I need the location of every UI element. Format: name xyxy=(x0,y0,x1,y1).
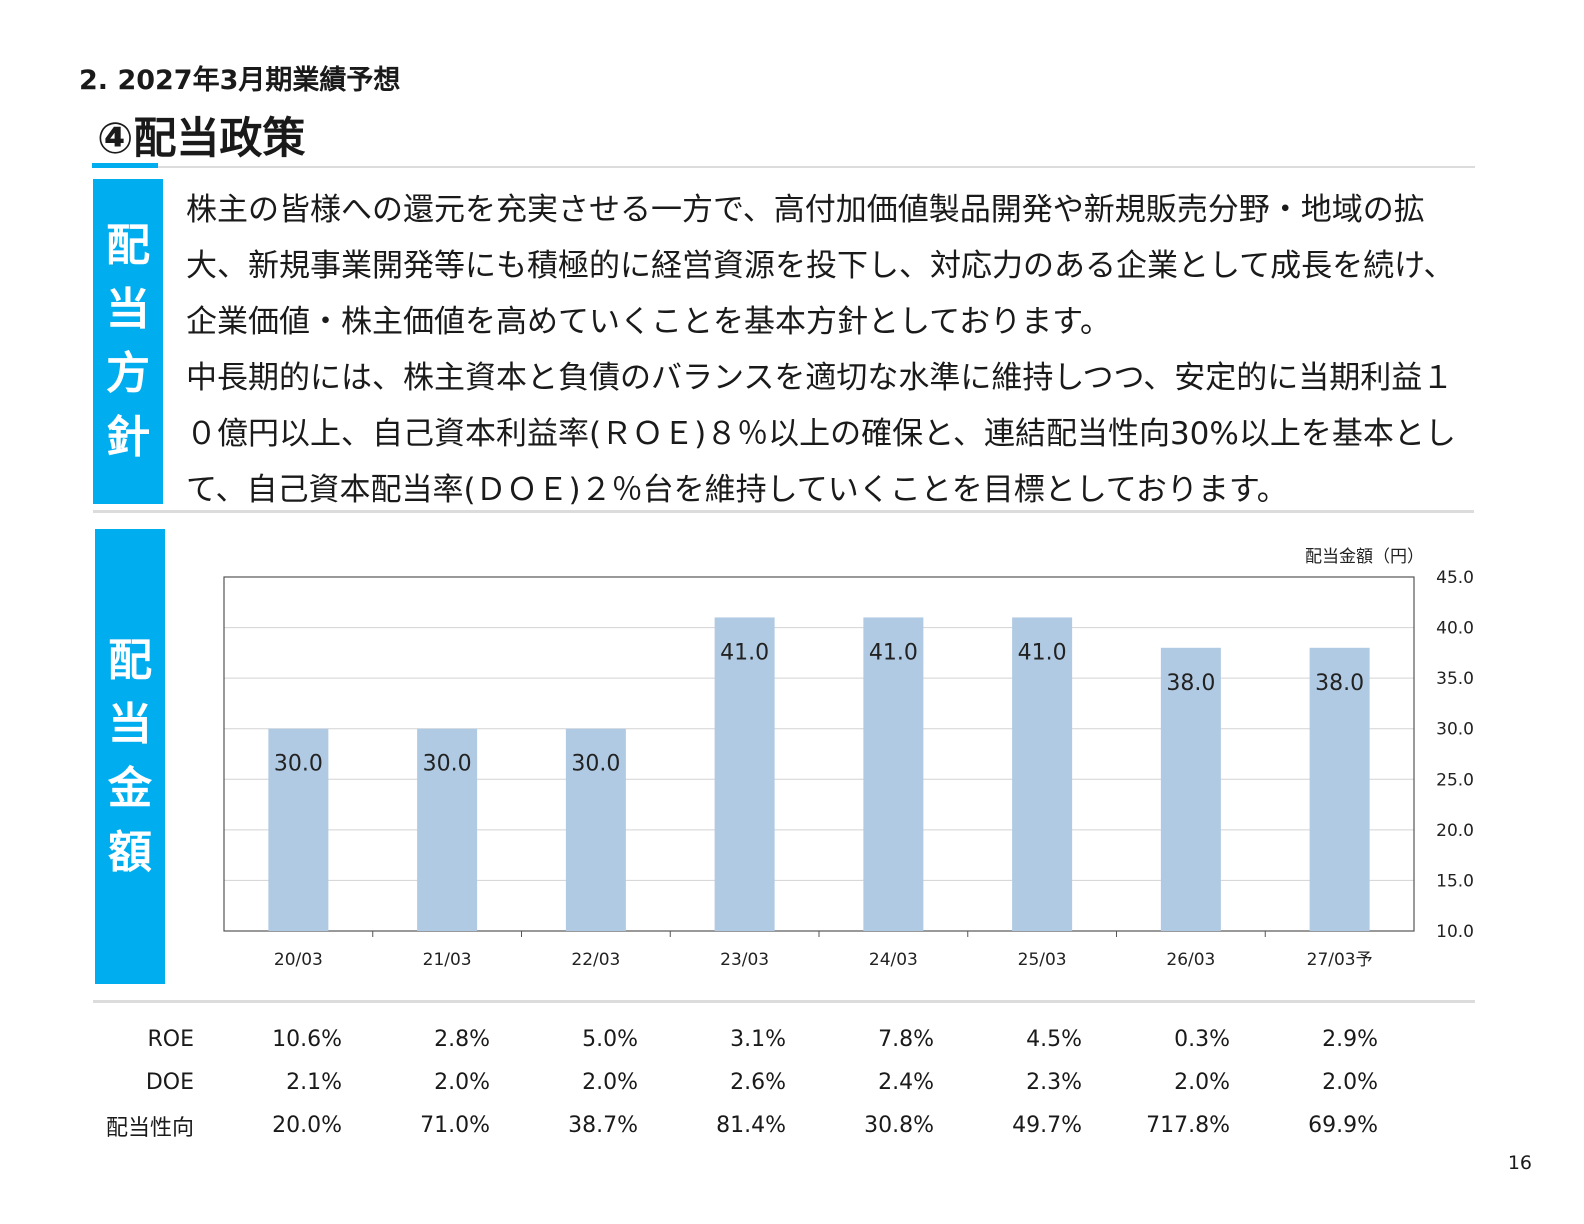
metrics-row: ROE 10.6% 2.8% 5.0% 3.1% 7.8% 4.5% 0.3% 2.9% xyxy=(95,1018,1378,1061)
metrics-cell: 2.1% xyxy=(286,1070,342,1095)
metrics-cell: 717.8% xyxy=(1146,1113,1230,1138)
x-tick-label: 22/03 xyxy=(571,950,620,970)
metrics-cell: 2.0% xyxy=(1322,1070,1378,1095)
policy-text: 株主の皆様への還元を充実させる一方で、高付加価値製品開発や新規販売分野・地域の拡… xyxy=(186,182,1476,518)
metrics-cell: 2.6% xyxy=(730,1070,786,1095)
policy-label-char: 配 xyxy=(106,219,150,271)
y-axis-label: 配当金額（円） xyxy=(1305,547,1424,567)
metrics-row: DOE 2.1% 2.0% 2.0% 2.6% 2.4% 2.3% 2.0% 2.0% xyxy=(95,1061,1378,1104)
metrics-cell: 2.8% xyxy=(434,1027,490,1052)
metrics-cell: 49.7% xyxy=(1012,1113,1082,1138)
policy-label: 配 当 方 針 xyxy=(93,179,163,504)
x-tick-label: 24/03 xyxy=(869,950,918,970)
metrics-row-label: DOE xyxy=(145,1070,194,1095)
policy-label-char: 方 xyxy=(106,347,150,399)
section-heading: 2. 2027年3月期業績予想 xyxy=(79,65,401,96)
bar xyxy=(565,728,626,931)
metrics-cell: 20.0% xyxy=(272,1113,342,1138)
metrics-cell: 2.0% xyxy=(582,1070,638,1095)
title-accent-bar xyxy=(92,163,158,168)
policy-label-char: 当 xyxy=(106,283,150,335)
y-tick-label: 20.0 xyxy=(1436,821,1474,841)
bar-value-label: 41.0 xyxy=(869,640,918,665)
metrics-row-label: 配当性向 xyxy=(105,1115,194,1141)
metrics-cell: 2.0% xyxy=(1174,1070,1230,1095)
plot-area xyxy=(223,576,1415,932)
metrics-cell: 0.3% xyxy=(1174,1027,1230,1052)
y-tick-label: 35.0 xyxy=(1436,669,1474,689)
metrics-cell: 5.0% xyxy=(582,1027,638,1052)
y-tick-label: 30.0 xyxy=(1436,720,1474,740)
bar xyxy=(714,617,775,931)
metrics-cell: 71.0% xyxy=(420,1113,490,1138)
metrics-cell: 2.0% xyxy=(434,1070,490,1095)
amount-label-char: 額 xyxy=(108,826,152,878)
amount-label-char: 配 xyxy=(108,634,152,686)
bar xyxy=(268,728,329,931)
amount-label-char: 当 xyxy=(108,698,152,750)
y-tick-label: 45.0 xyxy=(1436,568,1474,588)
bar-value-label: 38.0 xyxy=(1166,671,1215,696)
chart-divider xyxy=(93,1000,1475,1003)
metrics-cell: 7.8% xyxy=(878,1027,934,1052)
bar-value-label: 30.0 xyxy=(571,752,620,777)
amount-label-char: 金 xyxy=(108,762,152,814)
policy-paragraph: 株主の皆様への還元を充実させる一方で、高付加価値製品開発や新規販売分野・地域の拡… xyxy=(186,192,1455,340)
y-tick-label: 40.0 xyxy=(1436,619,1474,639)
bar-value-label: 30.0 xyxy=(274,752,323,777)
page-title: ④配当政策 xyxy=(97,114,306,164)
x-tick-label: 26/03 xyxy=(1166,950,1215,970)
metrics-cell: 30.8% xyxy=(864,1113,934,1138)
policy-divider xyxy=(93,510,1474,513)
metrics-cell: 2.9% xyxy=(1322,1027,1378,1052)
bar xyxy=(417,728,478,931)
y-tick-label: 25.0 xyxy=(1436,770,1474,790)
metrics-cell: 10.6% xyxy=(272,1027,342,1052)
x-tick-label: 25/03 xyxy=(1018,950,1067,970)
metrics-cell: 69.9% xyxy=(1308,1113,1378,1138)
bar xyxy=(1160,647,1221,931)
bar-value-label: 41.0 xyxy=(720,640,769,665)
metrics-row: 配当性向 20.0% 71.0% 38.7% 81.4% 30.8% 49.7% 717.8%… xyxy=(95,1104,1378,1147)
y-tick-label: 10.0 xyxy=(1436,922,1474,942)
x-tick-label: 20/03 xyxy=(274,950,323,970)
amount-label: 配 当 金 額 xyxy=(95,529,165,984)
bar xyxy=(1309,647,1370,931)
policy-paragraph: 中長期的には、株主資本と負債のバランスを適切な水準に維持しつつ、安定的に当期利益… xyxy=(186,360,1456,508)
metrics-cell: 81.4% xyxy=(716,1113,786,1138)
bar-value-label: 41.0 xyxy=(1018,640,1067,665)
page-number: 16 xyxy=(1507,1152,1532,1174)
x-tick-label: 23/03 xyxy=(720,950,769,970)
metrics-cell: 38.7% xyxy=(568,1113,638,1138)
x-tick-label: 21/03 xyxy=(423,950,472,970)
y-tick-label: 15.0 xyxy=(1436,871,1474,891)
x-tick-label: 27/03予 xyxy=(1307,950,1373,970)
metrics-cell: 2.3% xyxy=(1026,1070,1082,1095)
bar xyxy=(863,617,924,931)
metrics-cell: 4.5% xyxy=(1026,1027,1082,1052)
bar-value-label: 30.0 xyxy=(423,752,472,777)
bar xyxy=(1012,617,1073,931)
metrics-cell: 3.1% xyxy=(730,1027,786,1052)
title-divider xyxy=(158,166,1475,168)
policy-label-char: 針 xyxy=(106,411,150,463)
metrics-table: ROE 10.6% 2.8% 5.0% 3.1% 7.8% 4.5% 0.3% 2.9% DOE 2… xyxy=(95,1018,1378,1147)
bar-value-label: 38.0 xyxy=(1315,671,1364,696)
metrics-cell: 2.4% xyxy=(878,1070,934,1095)
metrics-row-label: ROE xyxy=(147,1027,194,1052)
